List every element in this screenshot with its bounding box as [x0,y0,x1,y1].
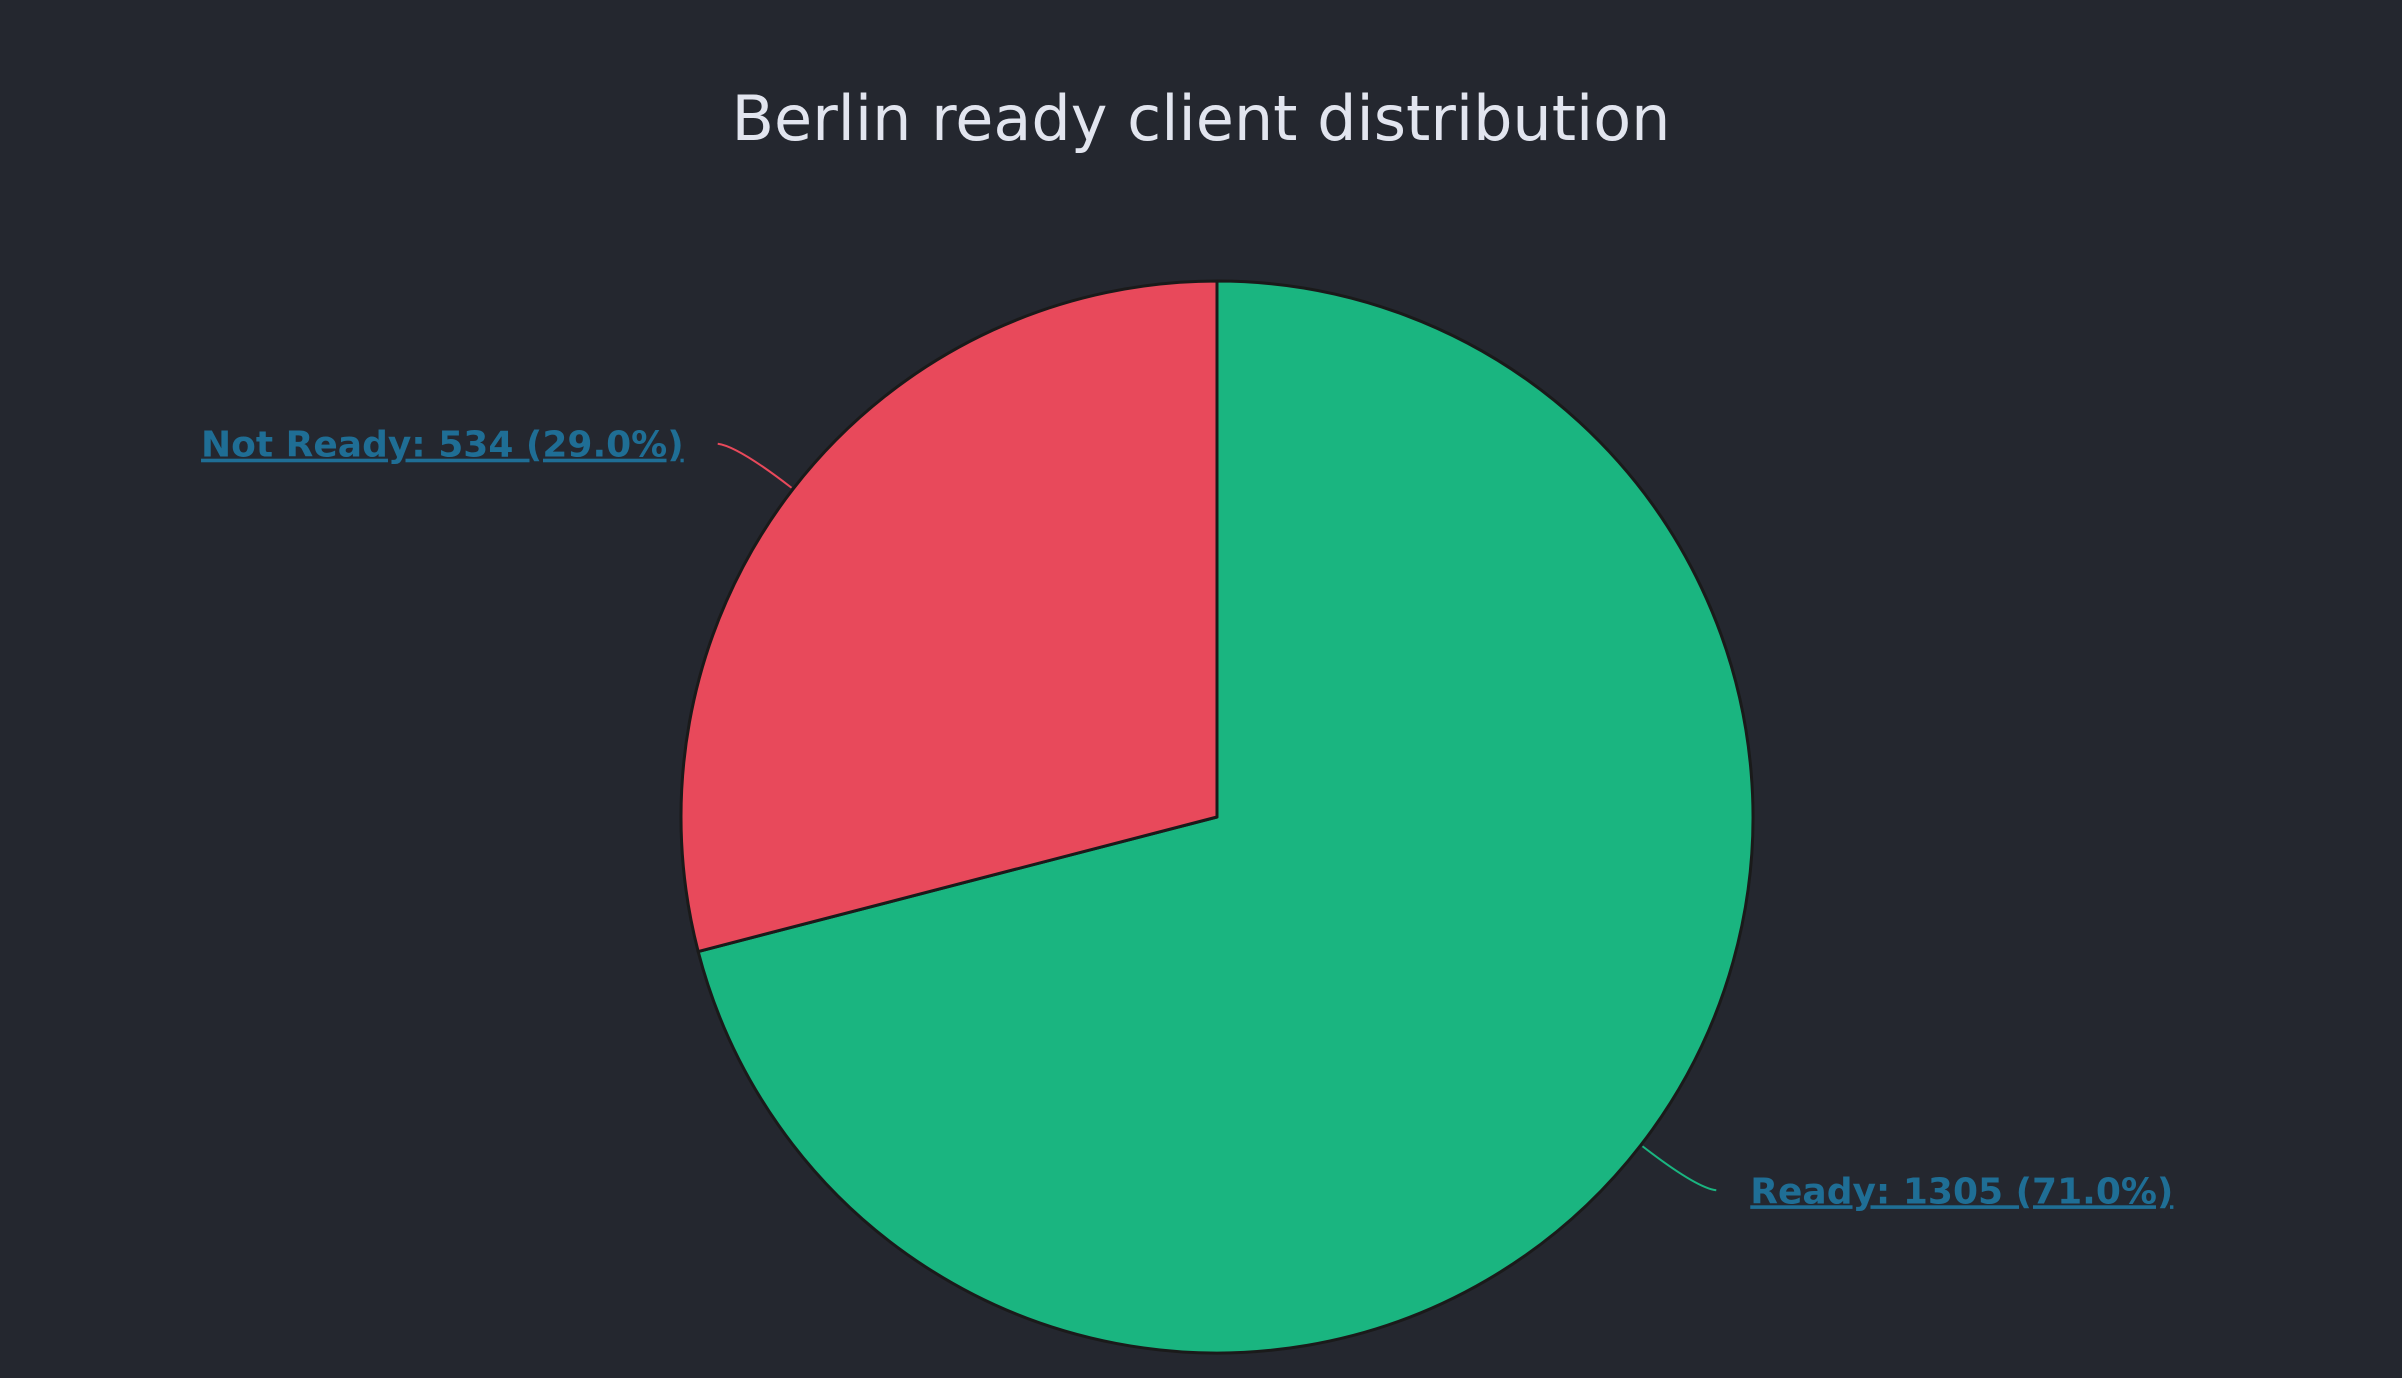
data-labels: Ready: 1305 (71.0%) Not Ready: 534 (29.0%… [201,425,2173,1213]
pie-slices [679,279,1755,1355]
chart-title: Berlin ready client distribution [732,82,1671,155]
pie-slice-not-ready[interactable] [679,279,1219,954]
pie-slice-ready[interactable] [696,279,1755,1355]
data-label-ready[interactable]: Ready: 1305 (71.0%) [1750,1171,2173,1212]
leader-line-not-ready [717,442,793,489]
label-leaders [717,442,1717,1192]
data-label-not-ready[interactable]: Not Ready: 534 (29.0%) [201,425,684,466]
leader-line-ready [1641,1145,1717,1192]
